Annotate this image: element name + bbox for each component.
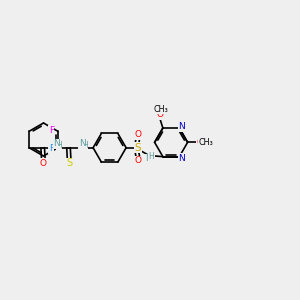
Text: S: S	[134, 143, 141, 153]
Text: N: N	[79, 139, 86, 148]
Text: CH₃: CH₃	[199, 138, 214, 147]
Text: F: F	[49, 125, 54, 134]
Text: S: S	[66, 158, 72, 168]
Text: H: H	[82, 142, 88, 151]
Text: N: N	[178, 154, 185, 163]
Text: O: O	[197, 138, 204, 147]
Text: O: O	[134, 157, 141, 166]
Text: N: N	[178, 122, 185, 131]
Text: CH₃: CH₃	[153, 105, 168, 114]
Text: H: H	[56, 142, 62, 151]
Text: F: F	[49, 145, 54, 154]
Text: N: N	[145, 154, 152, 163]
Text: O: O	[134, 130, 141, 139]
Text: O: O	[156, 110, 164, 119]
Text: N: N	[53, 139, 60, 148]
Text: O: O	[40, 158, 47, 167]
Text: H: H	[149, 152, 155, 161]
